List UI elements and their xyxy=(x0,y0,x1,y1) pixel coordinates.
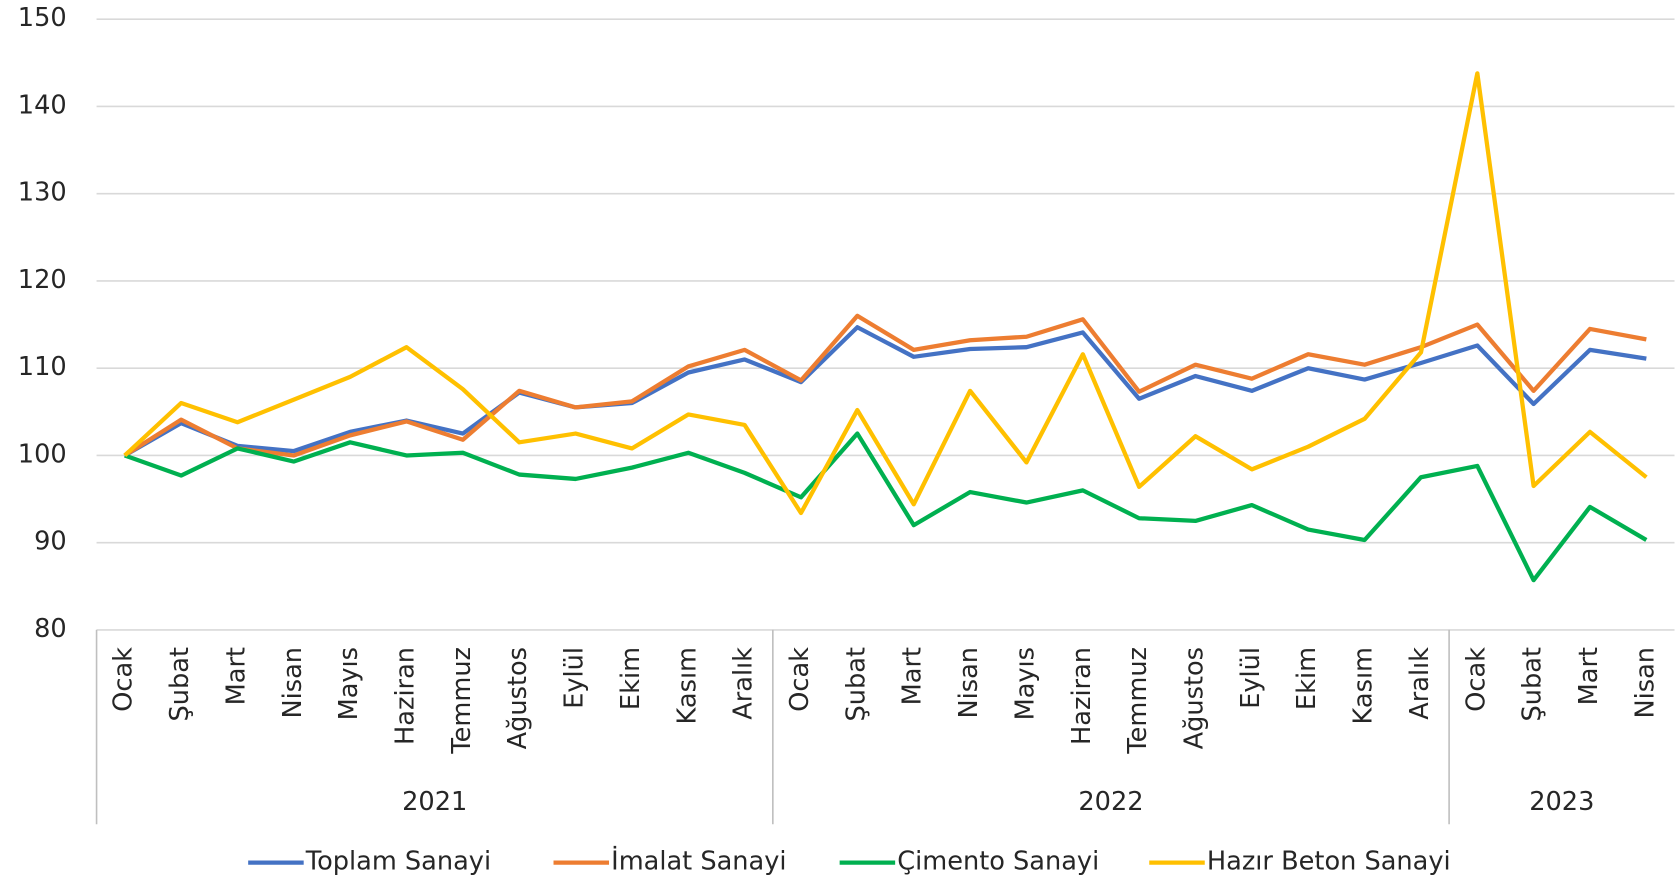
y-tick-label: 120 xyxy=(18,265,67,295)
legend-label: Çimento Sanayi xyxy=(897,847,1099,877)
y-tick-label: 130 xyxy=(18,178,67,208)
x-tick-label: Haziran xyxy=(1067,647,1097,745)
x-tick-label: Temmuz xyxy=(1123,647,1153,755)
x-tick-label: Ekim xyxy=(1292,647,1322,710)
x-tick-label: Aralık xyxy=(1405,647,1435,720)
x-tick-label: Ekim xyxy=(616,647,646,710)
legend-label: Toplam Sanayi xyxy=(305,847,491,877)
x-tick-label: Haziran xyxy=(391,647,421,745)
series-line xyxy=(123,313,1647,458)
y-tick-label: 100 xyxy=(18,439,67,469)
y-tick-label: 150 xyxy=(18,3,67,33)
x-tick-label: Şubat xyxy=(1518,647,1548,721)
x-tick-label: Mart xyxy=(221,647,251,705)
x-tick-label: Temmuz xyxy=(447,647,477,755)
x-tick-label: Kasım xyxy=(1349,647,1379,724)
year-label: 2023 xyxy=(1529,787,1594,817)
x-tick-label: Nisan xyxy=(1630,647,1660,719)
legend-label: Hazır Beton Sanayi xyxy=(1207,847,1451,877)
y-tick-label: 80 xyxy=(34,614,67,644)
x-tick-label: Ağustos xyxy=(503,647,533,749)
x-tick-label: Ocak xyxy=(785,647,815,712)
series-line xyxy=(124,431,1648,583)
x-tick-label: Kasım xyxy=(672,647,702,724)
x-tick-label: Eylül xyxy=(1236,647,1266,709)
x-tick-label: Mart xyxy=(1574,647,1604,705)
y-tick-label: 140 xyxy=(18,90,67,120)
y-tick-label: 90 xyxy=(34,527,67,557)
series-line xyxy=(123,71,1648,516)
legend-label: İmalat Sanayi xyxy=(611,847,786,877)
year-label: 2021 xyxy=(402,787,467,817)
y-tick-label: 110 xyxy=(18,352,67,382)
year-label: 2022 xyxy=(1078,787,1143,817)
x-tick-label: Ocak xyxy=(1461,647,1491,712)
x-tick-label: Mayıs xyxy=(334,647,364,720)
x-tick-label: Nisan xyxy=(954,647,984,719)
x-tick-label: Eylül xyxy=(560,647,590,709)
x-tick-label: Şubat xyxy=(841,647,871,721)
x-tick-label: Ağustos xyxy=(1180,647,1210,749)
x-tick-label: Nisan xyxy=(278,647,308,719)
x-tick-label: Mart xyxy=(898,647,928,705)
x-tick-label: Ocak xyxy=(109,647,139,712)
x-tick-label: Şubat xyxy=(165,647,195,721)
x-tick-label: Mayıs xyxy=(1010,647,1040,720)
x-tick-label: Aralık xyxy=(729,647,759,720)
